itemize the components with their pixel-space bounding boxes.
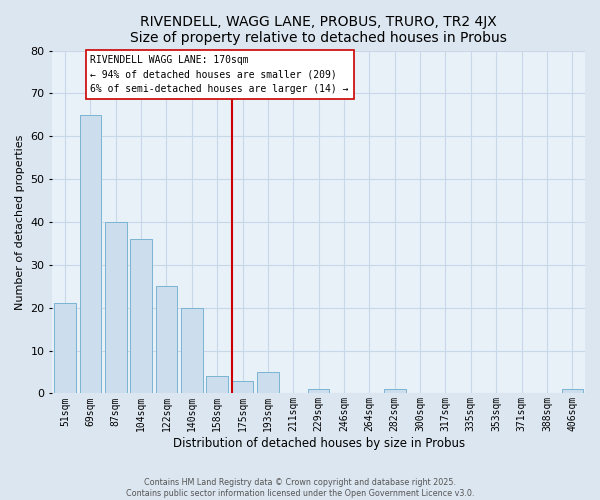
- Bar: [105, 222, 127, 394]
- Bar: [206, 376, 228, 394]
- Text: Contains HM Land Registry data © Crown copyright and database right 2025.
Contai: Contains HM Land Registry data © Crown c…: [126, 478, 474, 498]
- Bar: [562, 389, 583, 394]
- Bar: [181, 308, 203, 394]
- Bar: [384, 389, 406, 394]
- Y-axis label: Number of detached properties: Number of detached properties: [15, 134, 25, 310]
- Bar: [232, 380, 253, 394]
- Bar: [308, 389, 329, 394]
- Bar: [155, 286, 177, 394]
- Bar: [54, 304, 76, 394]
- Title: RIVENDELL, WAGG LANE, PROBUS, TRURO, TR2 4JX
Size of property relative to detach: RIVENDELL, WAGG LANE, PROBUS, TRURO, TR2…: [130, 15, 507, 45]
- Bar: [257, 372, 279, 394]
- Text: RIVENDELL WAGG LANE: 170sqm
← 94% of detached houses are smaller (209)
6% of sem: RIVENDELL WAGG LANE: 170sqm ← 94% of det…: [91, 55, 349, 94]
- Bar: [130, 239, 152, 394]
- Bar: [80, 115, 101, 394]
- X-axis label: Distribution of detached houses by size in Probus: Distribution of detached houses by size …: [173, 437, 465, 450]
